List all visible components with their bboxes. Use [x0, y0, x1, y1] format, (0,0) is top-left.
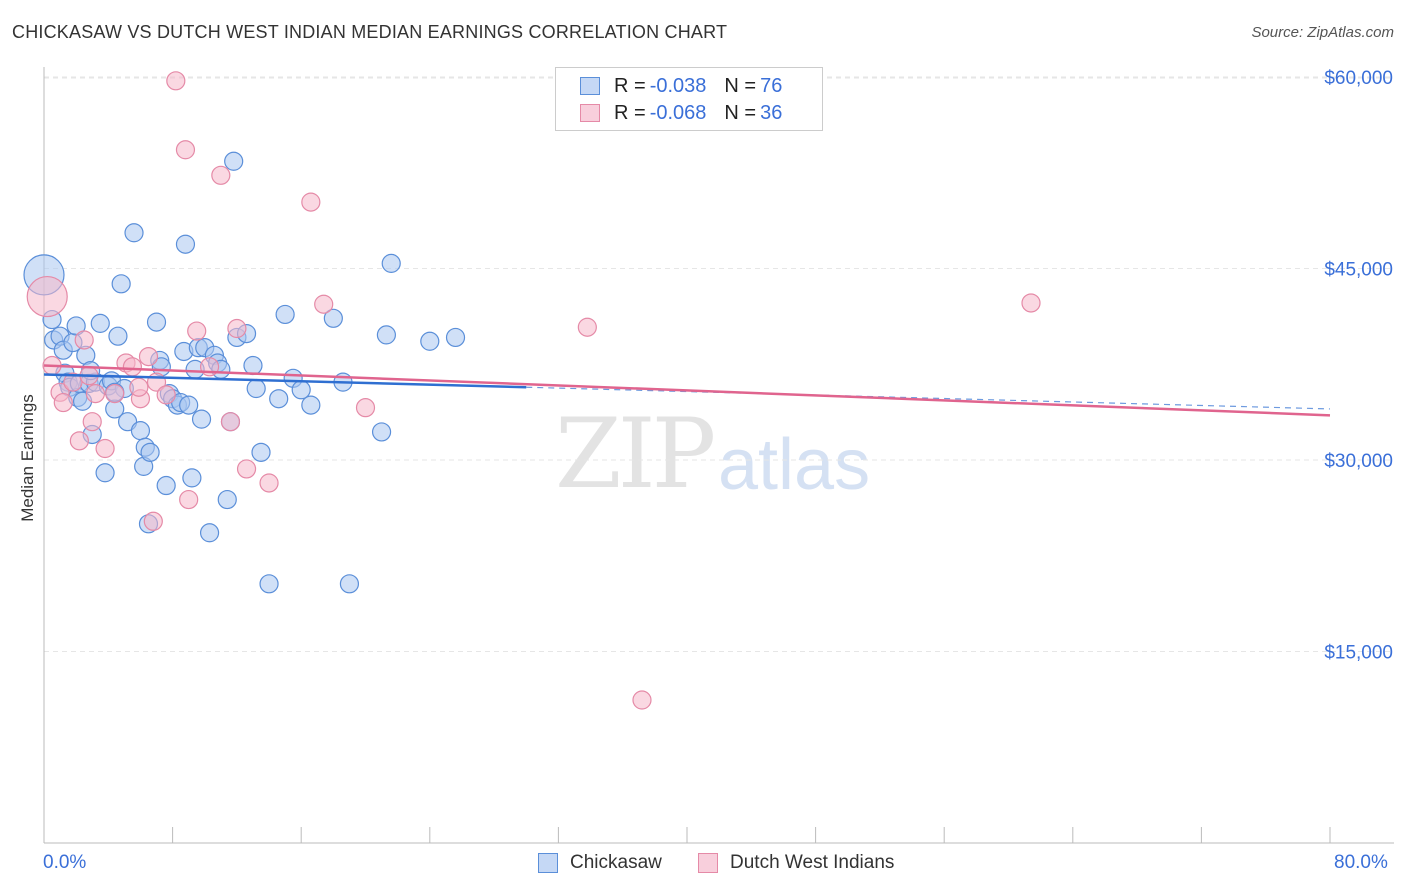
- chickasaw-point: [420, 331, 440, 351]
- chickasaw-point: [90, 313, 110, 333]
- chickasaw-trend-line: [43, 373, 527, 389]
- source-label: Source: ZipAtlas.com: [1251, 24, 1394, 41]
- chickasaw-point: [251, 442, 271, 462]
- chickasaw-point: [376, 325, 396, 345]
- chickasaw-point: [95, 463, 115, 483]
- chickasaw-point: [108, 326, 128, 346]
- dutch-point: [156, 385, 176, 405]
- dutch-point: [74, 330, 94, 350]
- dutch-point: [355, 398, 376, 418]
- x-max-label: 80.0%: [1334, 852, 1388, 873]
- y-axis-title: Median Earnings: [18, 394, 37, 522]
- dutch-points: [26, 71, 1041, 710]
- chickasaw-point: [124, 223, 144, 243]
- dutch-point: [259, 473, 279, 493]
- dutch-point: [175, 140, 196, 160]
- chickasaw-trend-extension: [526, 386, 1331, 410]
- legend-n-value: 76: [760, 74, 783, 97]
- chickasaw-point: [381, 253, 401, 273]
- chickasaw-point: [259, 574, 279, 594]
- dutch-point: [1021, 293, 1041, 313]
- chickasaw-point: [224, 151, 244, 171]
- legend-r-value: -0.038: [649, 74, 707, 97]
- bottom-legend-chickasaw: Chickasaw: [538, 852, 662, 874]
- dutch-point: [179, 489, 199, 510]
- dutch-point: [314, 294, 334, 314]
- legend-r-label: R =: [614, 74, 646, 97]
- chickasaw-point: [246, 378, 266, 399]
- dutch-legend-swatch: [698, 853, 718, 873]
- chickasaw-swatch: [580, 77, 600, 95]
- dutch-point: [138, 346, 159, 367]
- correlation-legend: R = -0.038 N = 76 R = -0.068 N = 36: [555, 67, 823, 131]
- chickasaw-point: [179, 395, 199, 415]
- legend-n-label: N =: [724, 101, 757, 124]
- dutch-point: [166, 71, 186, 91]
- chickasaw-legend-label: Chickasaw: [570, 852, 662, 873]
- legend-row-dutch: R = -0.068 N = 36: [580, 100, 786, 126]
- watermark-atlas: atlas: [718, 425, 871, 505]
- chickasaw-point: [175, 234, 196, 254]
- chickasaw-point: [243, 355, 263, 376]
- trend-lines: [43, 364, 1331, 417]
- dutch-point: [82, 412, 102, 432]
- y-tick-label: $30,000: [1324, 451, 1393, 472]
- dutch-point: [69, 431, 89, 451]
- chickasaw-point: [156, 475, 176, 496]
- dutch-point: [85, 384, 106, 404]
- y-tick-labels: $60,000 $45,000 $30,000 $15,000: [1324, 68, 1393, 664]
- watermark-zip: ZIP: [555, 398, 716, 510]
- dutch-swatch: [580, 104, 600, 122]
- x-min-label: 0.0%: [43, 852, 87, 873]
- dutch-point: [227, 318, 247, 339]
- chickasaw-point: [217, 489, 237, 510]
- dutch-point: [211, 165, 231, 185]
- chickasaw-point: [323, 308, 343, 328]
- legend-row-chickasaw: R = -0.038 N = 76: [580, 73, 786, 99]
- dutch-point: [143, 511, 163, 531]
- chickasaw-point: [130, 421, 151, 441]
- chickasaw-point: [146, 312, 167, 332]
- chickasaw-legend-swatch: [538, 853, 558, 873]
- dutch-point: [301, 192, 321, 212]
- dutch-point: [129, 377, 149, 397]
- y-tick-label: $60,000: [1324, 68, 1393, 89]
- chickasaw-point: [269, 389, 289, 409]
- dutch-point: [577, 317, 597, 337]
- dutch-point: [53, 392, 73, 413]
- dutch-point: [105, 384, 125, 404]
- chickasaw-point: [301, 395, 321, 415]
- chickasaw-point: [445, 327, 466, 348]
- dutch-legend-label: Dutch West Indians: [730, 852, 895, 873]
- axes: [43, 67, 1394, 844]
- chart-title: CHICKASAW VS DUTCH WEST INDIAN MEDIAN EA…: [12, 22, 728, 42]
- chickasaw-point: [140, 442, 160, 462]
- dutch-trend-line: [43, 364, 1331, 417]
- chickasaw-point: [275, 304, 295, 325]
- chickasaw-point: [111, 274, 131, 294]
- legend-r-label: R =: [614, 101, 646, 124]
- chickasaw-point: [191, 409, 212, 429]
- legend-n-label: N =: [724, 74, 757, 97]
- chickasaw-point: [339, 574, 360, 594]
- dutch-point: [632, 690, 652, 710]
- chickasaw-point: [199, 523, 220, 543]
- chickasaw-point: [371, 422, 392, 442]
- chickasaw-point: [182, 468, 202, 488]
- legend-n-value: 36: [760, 101, 783, 124]
- y-tick-label: $45,000: [1324, 260, 1393, 281]
- chickasaw-point: [291, 380, 311, 400]
- dutch-point: [26, 275, 68, 318]
- dutch-point: [122, 357, 143, 377]
- dutch-point: [95, 438, 115, 459]
- dutch-point: [236, 459, 257, 479]
- y-tick-label: $15,000: [1324, 643, 1393, 664]
- legend-r-value: -0.068: [649, 101, 707, 124]
- dutch-point: [220, 412, 241, 432]
- dutch-point: [187, 321, 207, 341]
- bottom-legend-dutch: Dutch West Indians: [698, 852, 894, 874]
